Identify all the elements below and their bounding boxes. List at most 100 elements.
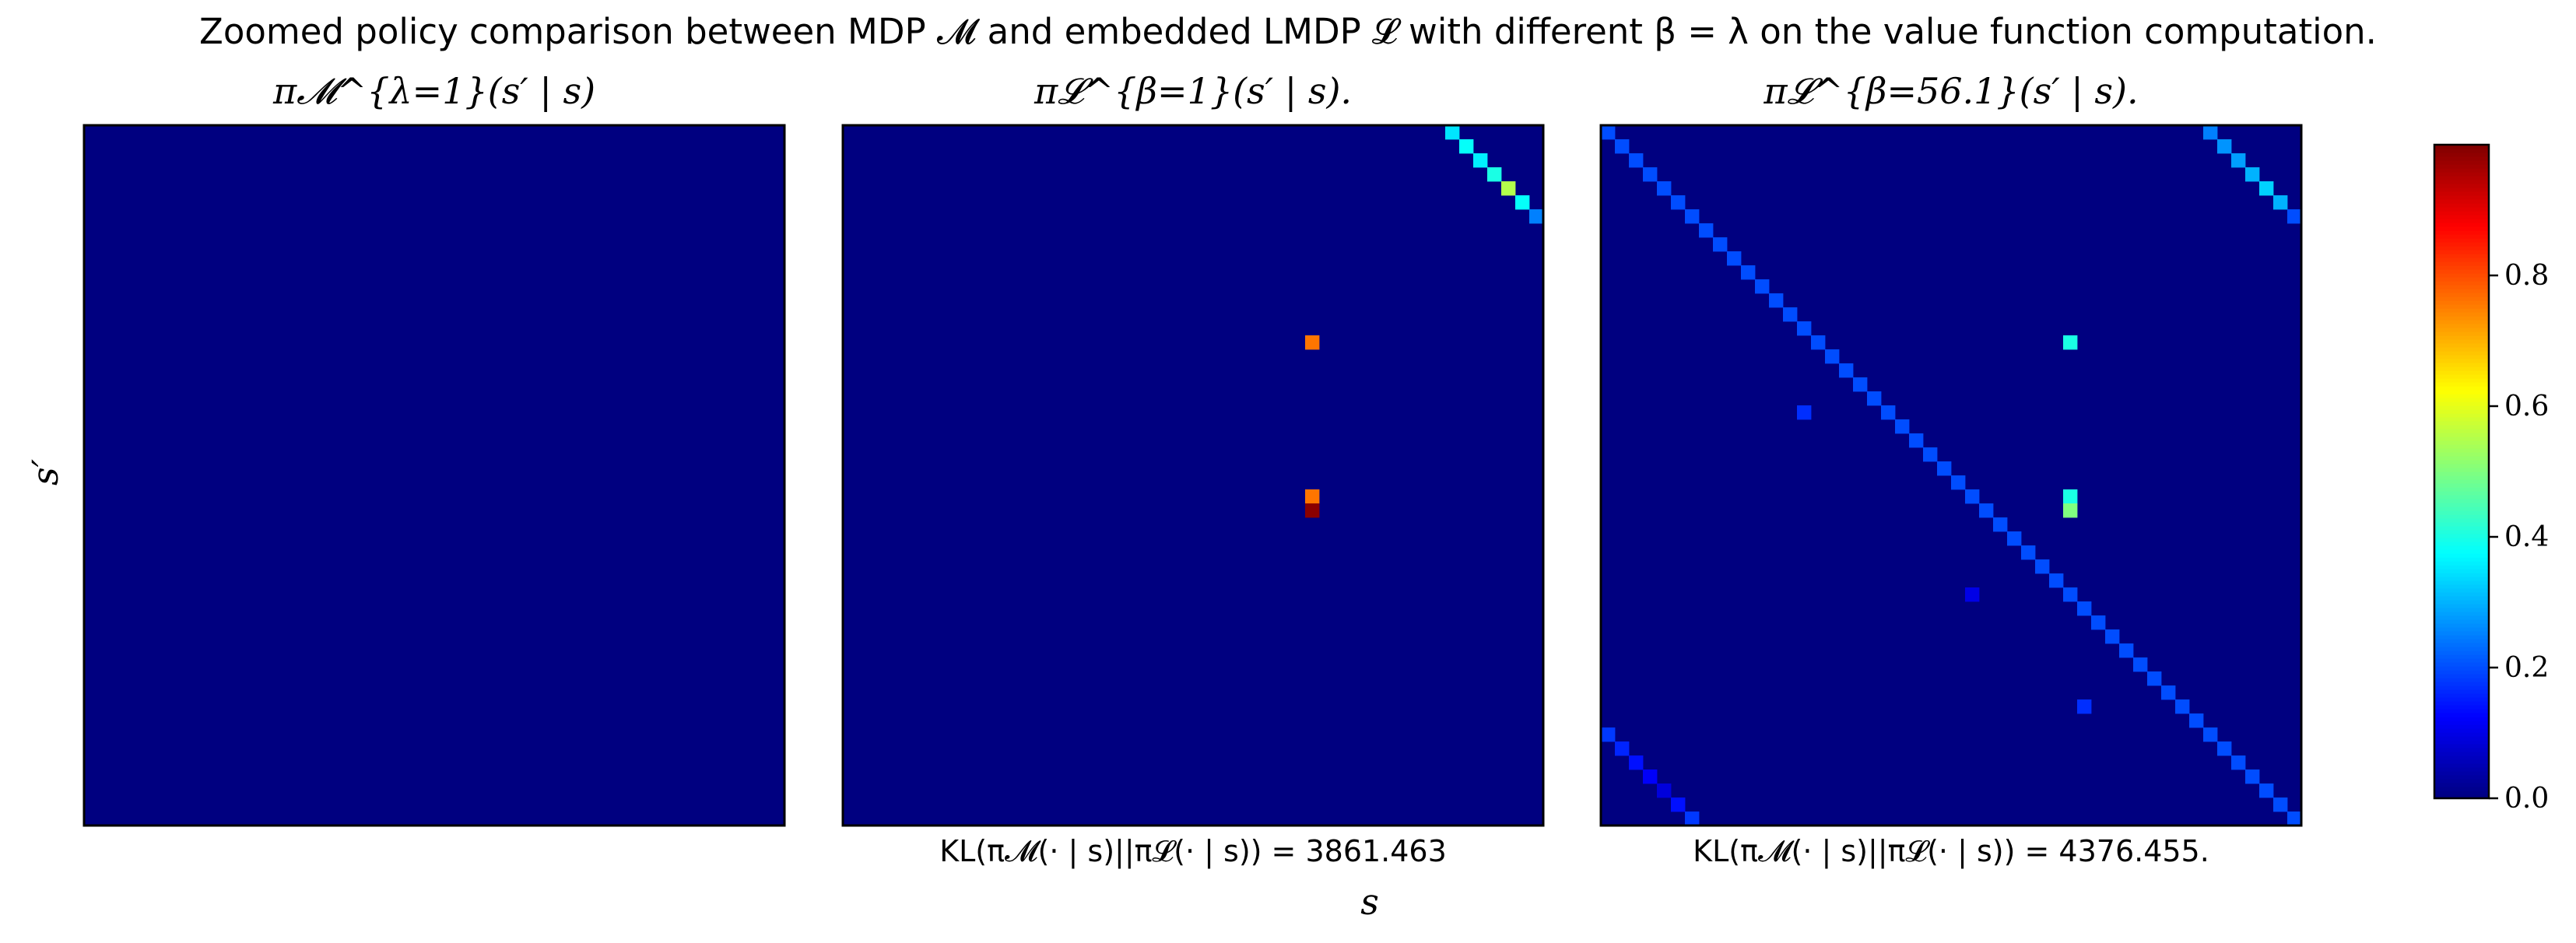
heatmap-cell [1515, 195, 1530, 210]
colorbar-segment [2434, 775, 2489, 780]
colorbar-segment [2434, 226, 2489, 231]
colorbar: 0.0 0.2 0.4 0.6 0.8 [2433, 143, 2549, 815]
colorbar-segment [2434, 650, 2489, 655]
colorbar-segment [2434, 211, 2489, 216]
colorbar-segment [2434, 359, 2489, 363]
heatmap-cell [1305, 335, 1320, 350]
colorbar-segment [2434, 180, 2489, 184]
colorbar-segment [2434, 246, 2489, 251]
colorbar-segment [2434, 347, 2489, 352]
colorbar-segment [2434, 631, 2489, 636]
colorbar-segment [2434, 289, 2489, 293]
colorbar-segment [2434, 398, 2489, 402]
colorbar-segment [2434, 545, 2489, 550]
colorbar-segment [2434, 748, 2489, 752]
colorbar-segment [2434, 433, 2489, 437]
heatmap-panel-3 [1599, 124, 2303, 827]
colorbar-segment [2434, 635, 2489, 640]
heatmap-cell [2091, 615, 2106, 630]
colorbar-segment [2434, 717, 2489, 721]
colorbar-segment [2434, 149, 2489, 153]
heatmap-panel-2 [841, 124, 1545, 827]
heatmap-cell [1797, 321, 1812, 336]
colorbar-segment [2434, 254, 2489, 258]
colorbar-segment [2434, 207, 2489, 212]
heatmap-frame [82, 124, 786, 827]
heatmap-cell [2273, 195, 2288, 210]
heatmap-cell [2203, 125, 2218, 140]
heatmap-cell [1797, 405, 1812, 420]
colorbar-segment [2434, 705, 2489, 710]
colorbar-segment [2434, 740, 2489, 745]
colorbar-segment [2434, 600, 2489, 605]
colorbar-segment [2434, 316, 2489, 321]
colorbar-segment [2434, 565, 2489, 570]
heatmap-cell [2245, 167, 2260, 182]
colorbar-segment [2434, 440, 2489, 445]
colorbar-segment [2434, 223, 2489, 227]
colorbar-tick-label: 0.2 [2504, 652, 2549, 684]
colorbar-segment [2434, 759, 2489, 764]
colorbar-segment [2434, 343, 2489, 348]
colorbar-segment [2434, 713, 2489, 717]
colorbar-segment [2434, 475, 2489, 480]
colorbar-segment [2434, 145, 2489, 149]
heatmap-cell [2259, 783, 2274, 798]
colorbar-segment [2434, 693, 2489, 698]
colorbar-segment [2434, 355, 2489, 359]
colorbar-segment [2434, 787, 2489, 791]
colorbar-segment [2434, 732, 2489, 737]
colorbar-segment [2434, 491, 2489, 496]
colorbar-segment [2434, 293, 2489, 297]
colorbar-segment [2434, 507, 2489, 511]
colorbar-segment [2434, 755, 2489, 760]
colorbar-segment [2434, 514, 2489, 519]
heatmap-cell [1445, 125, 1460, 140]
colorbar-segment [2434, 382, 2489, 387]
colorbar-segment [2434, 417, 2489, 422]
colorbar-segment [2434, 312, 2489, 317]
colorbar-segment [2434, 643, 2489, 647]
colorbar-segment [2434, 156, 2489, 161]
panel-3-title: π𝓛^{β=56.1}(s′ | s). [1764, 70, 2139, 112]
colorbar-segment [2434, 647, 2489, 651]
heatmap-cell [2259, 181, 2274, 196]
colorbar-segment [2434, 479, 2489, 484]
colorbar-segment [2434, 394, 2489, 398]
heatmap-cell [1629, 153, 1644, 168]
colorbar-segment [2434, 374, 2489, 379]
figure-title: Zoomed policy comparison between MDP 𝓜 a… [199, 11, 2377, 52]
heatmap-cell [2287, 209, 2302, 224]
colorbar-segment [2434, 351, 2489, 356]
colorbar-segment [2434, 577, 2489, 581]
colorbar-segment [2434, 203, 2489, 208]
colorbar-segment [2434, 464, 2489, 468]
colorbar-segment [2434, 557, 2489, 562]
colorbar-segment [2434, 219, 2489, 223]
heatmap-cell [1965, 587, 1980, 602]
colorbar-segment [2434, 172, 2489, 177]
colorbar-segment [2434, 767, 2489, 772]
colorbar-segment [2434, 763, 2489, 768]
heatmap-cell [1923, 447, 1938, 462]
colorbar-segment [2434, 736, 2489, 741]
heatmap-cell [1615, 741, 1630, 756]
colorbar-segment [2434, 468, 2489, 472]
colorbar-tick-label: 0.4 [2504, 521, 2549, 553]
colorbar-segment [2434, 188, 2489, 192]
colorbar-segment [2434, 658, 2489, 663]
colorbar-segment [2434, 561, 2489, 566]
colorbar-segment [2434, 456, 2489, 461]
colorbar-frame [2433, 143, 2490, 800]
colorbar-segment [2434, 199, 2489, 204]
heatmap-cell [1895, 419, 1910, 434]
heatmap-cell [1501, 181, 1516, 196]
heatmap-cell [1727, 251, 1742, 266]
colorbar-segment [2434, 771, 2489, 776]
heatmap-cell [2007, 531, 2022, 546]
heatmap-cell [1529, 209, 1544, 224]
colorbar-segment [2434, 526, 2489, 531]
heatmap-cell [2203, 727, 2218, 742]
heatmap-cell [2077, 699, 2092, 714]
heatmap-cell [1643, 167, 1658, 182]
